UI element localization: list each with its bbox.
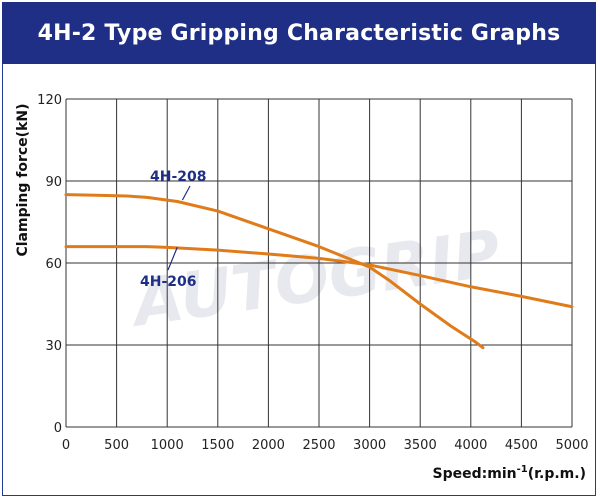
x-axis-label-tail: (r.p.m.) bbox=[528, 466, 586, 482]
x-axis-label-sup: -1 bbox=[517, 464, 528, 475]
series-label-leader-0 bbox=[181, 185, 191, 201]
x-axis-label: Speed:min-1(r.p.m.) bbox=[433, 464, 586, 482]
series-labels: 4H-208 4H-206 bbox=[140, 169, 207, 290]
x-axis-label-base: Speed:min bbox=[433, 466, 517, 482]
x-tick-label-1: 500 bbox=[104, 438, 129, 453]
series-label-4H-206: 4H-206 bbox=[140, 274, 197, 290]
y-tick-label-4: 120 bbox=[37, 93, 62, 108]
x-tick-label-10: 5000 bbox=[555, 438, 588, 453]
grid bbox=[65, 98, 573, 428]
x-tick-label-2: 1000 bbox=[151, 438, 184, 453]
chart-title: 4H-2 Type Gripping Characteristic Graphs bbox=[37, 20, 561, 46]
series-label-4H-208: 4H-208 bbox=[150, 169, 207, 185]
x-tick-label-3: 1500 bbox=[201, 438, 234, 453]
x-tick-label-4: 2000 bbox=[252, 438, 285, 453]
x-tick-label-0: 0 bbox=[62, 438, 70, 453]
x-tick-label-6: 3000 bbox=[353, 438, 386, 453]
series-line-4H-208 bbox=[64, 193, 485, 350]
title-banner: 4H-2 Type Gripping Characteristic Graphs bbox=[2, 2, 596, 64]
y-axis-ticks: 0 30 60 90 120 bbox=[37, 93, 62, 436]
y-axis-label: Clamping force(kN) bbox=[15, 103, 31, 256]
y-tick-label-0: 0 bbox=[54, 421, 62, 436]
y-tick-label-2: 60 bbox=[45, 257, 62, 272]
x-axis-ticks: 0 500 1000 1500 2000 2500 3000 3500 4000 4500 5000 bbox=[62, 438, 589, 453]
x-tick-label-5: 2500 bbox=[302, 438, 335, 453]
y-tick-label-1: 30 bbox=[45, 339, 62, 354]
x-tick-label-9: 4500 bbox=[505, 438, 538, 453]
x-tick-label-8: 4000 bbox=[454, 438, 487, 453]
y-tick-label-3: 90 bbox=[45, 175, 62, 190]
series-label-leader-1 bbox=[167, 246, 178, 271]
x-tick-label-7: 3500 bbox=[404, 438, 437, 453]
series-line-4H-206 bbox=[64, 245, 574, 309]
series-lines bbox=[64, 193, 574, 350]
